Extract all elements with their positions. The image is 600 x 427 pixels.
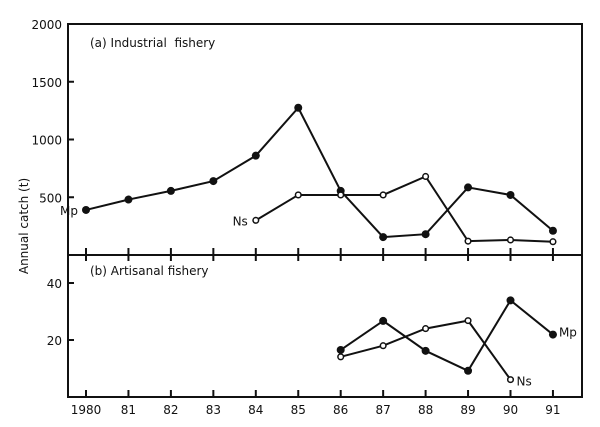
y-tick-label: 2000: [31, 18, 62, 32]
panel-a-mp-point: [379, 233, 388, 242]
panel-a-ns-point: [337, 191, 345, 199]
x-tick-label: 88: [418, 403, 433, 417]
panel-a-mp-point: [251, 151, 260, 160]
panel-b-ns-point: [506, 376, 515, 384]
panel-b-mp-point: [379, 316, 388, 325]
panel-a-mp-point: [166, 186, 175, 195]
series-label-mp: Mp: [60, 204, 78, 218]
panel-a-mp-point: [124, 195, 133, 204]
x-tick-label: 91: [545, 403, 560, 417]
panel-b-mp-point: [421, 346, 430, 355]
panel-b-mp-line: [340, 298, 554, 373]
panel-a-mp-point: [294, 103, 303, 112]
panel-b-title: (b) Artisanal fishery: [90, 264, 209, 278]
x-tick-label: 87: [376, 403, 391, 417]
x-tick-label: 82: [163, 403, 178, 417]
panel-a-ns-point: [464, 237, 472, 245]
series-label-ns: Ns: [517, 375, 532, 389]
panel-a-ns-point: [549, 238, 557, 246]
series-label-ns: Ns: [233, 214, 248, 228]
panel-b-mp-point: [464, 366, 473, 375]
panel-a-ns-point: [422, 172, 430, 181]
panel-b-ns-point: [379, 342, 387, 350]
panel-b-ns-point: [464, 317, 472, 325]
panel-a-ns-point: [506, 236, 515, 244]
plot-frame: [67, 23, 583, 398]
panel-a-ns-point: [379, 191, 387, 199]
panel-a-mp-point: [421, 230, 430, 239]
x-tick-label: 84: [248, 403, 263, 417]
panel-b-mp-point: [506, 296, 515, 305]
panel-b-mp-point: [548, 330, 557, 339]
x-tick-label: 81: [121, 403, 136, 417]
x-tick-label: 1980: [71, 403, 102, 417]
x-tick-label: 89: [460, 403, 475, 417]
panel-a-ns-point: [252, 216, 260, 224]
x-tick-label: 86: [333, 403, 348, 417]
panel-b-ns-point: [422, 325, 430, 333]
panel-a-title: (a) Industrial fishery: [90, 36, 215, 50]
series-label-mp: Mp: [559, 326, 577, 340]
panel-a-mp-point: [548, 226, 557, 235]
panel-a-ns-line: [255, 175, 553, 243]
y-tick-label: 20: [47, 334, 62, 348]
x-tick-label: 90: [503, 403, 518, 417]
y-tick-label: 1500: [31, 76, 62, 90]
panel-a-ns-point: [294, 191, 302, 199]
panel-a-mp-line: [85, 105, 554, 239]
y-tick-label: 40: [47, 277, 62, 291]
panel-a-mp-point: [209, 177, 218, 186]
y-tick-label: 1000: [31, 134, 62, 148]
panel-b-ns-point: [337, 353, 345, 361]
panel-a-mp-point: [464, 183, 473, 192]
panel-b-mp-point: [336, 345, 345, 354]
panel-a-mp-point: [82, 205, 90, 214]
panel-a-mp-point: [506, 190, 515, 199]
x-tick-label: 83: [206, 403, 221, 417]
x-tick-label: 85: [291, 403, 306, 417]
y-tick-label: 500: [39, 191, 62, 205]
y-axis-label: Annual catch (t): [17, 178, 31, 274]
